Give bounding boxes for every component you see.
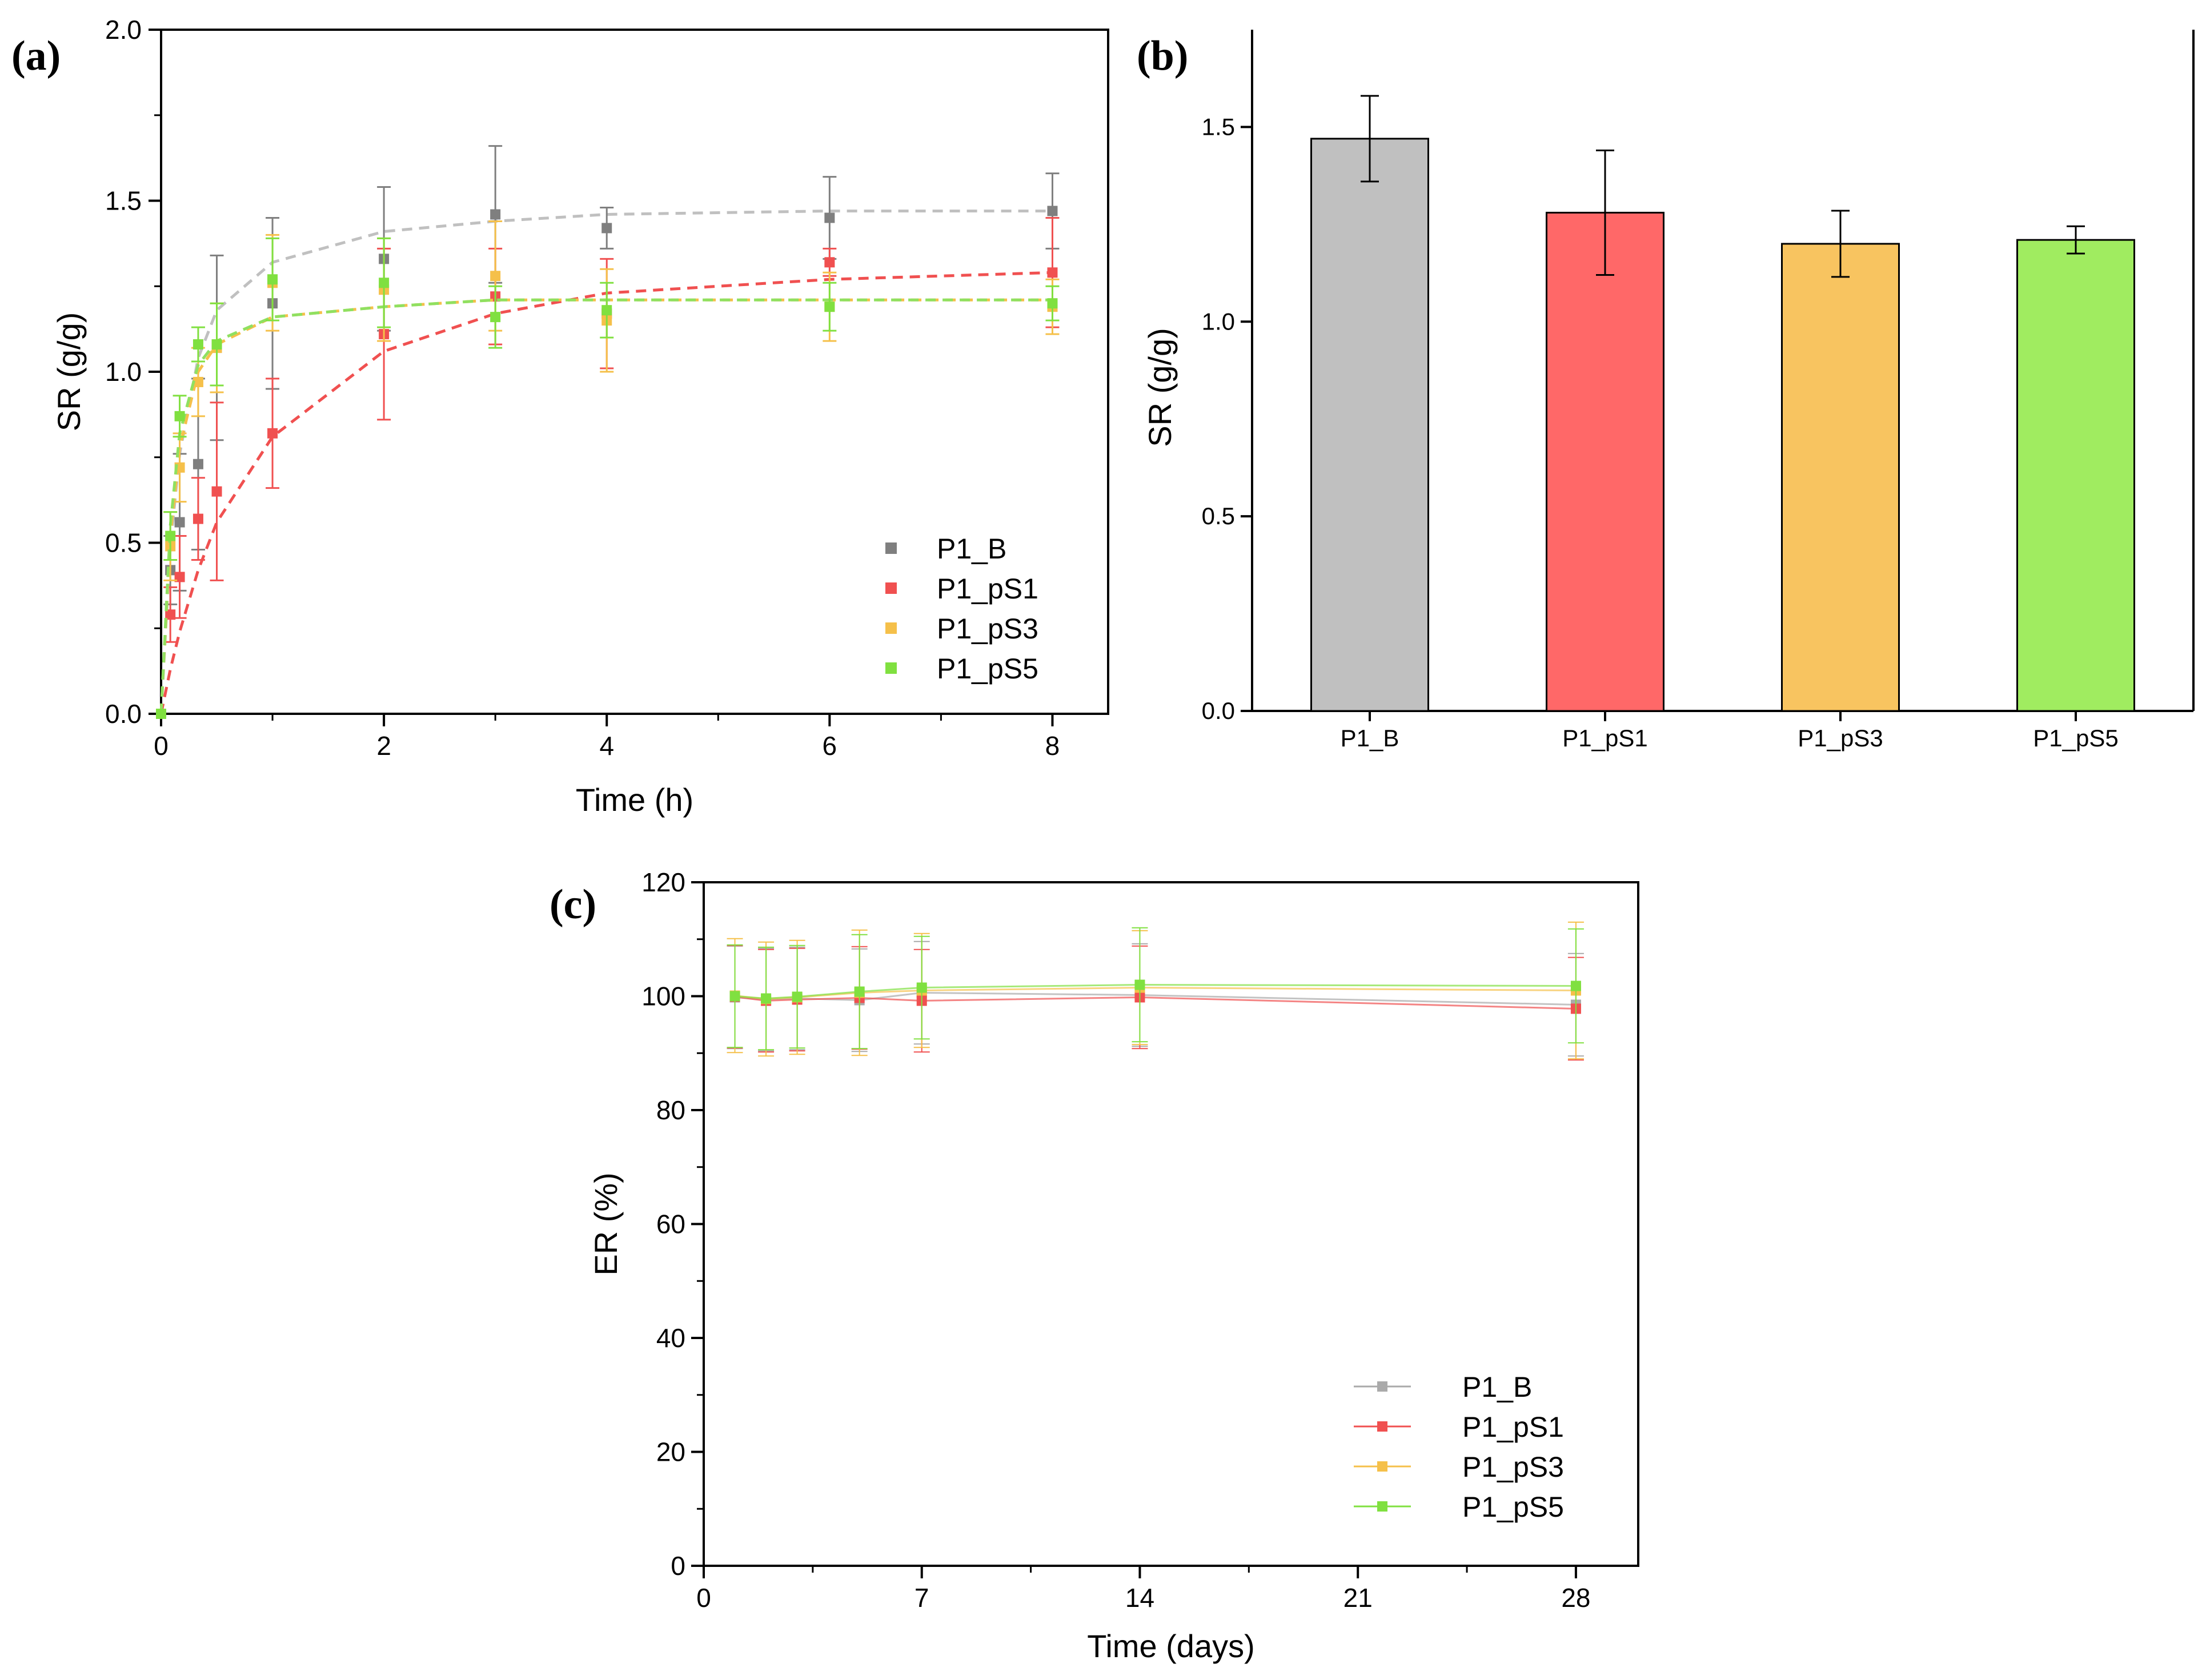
- x-tick-label: P1_pS5: [2033, 725, 2118, 751]
- panel-label: (a): [11, 33, 61, 79]
- data-point-P1_pS5: [165, 530, 176, 541]
- data-point-P1_pS5: [490, 312, 501, 323]
- legend-marker-P1_B: [1377, 1381, 1387, 1392]
- series-P1_B: [156, 145, 1060, 719]
- x-tick-label: 0: [696, 1583, 711, 1613]
- x-axis-title: Time (h): [576, 782, 693, 818]
- data-point-P1_pS5: [1570, 980, 1581, 991]
- legend-label: P1_pS3: [1462, 1451, 1564, 1483]
- legend-marker-P1_pS1: [1377, 1421, 1387, 1432]
- data-point-P1_pS3: [192, 376, 203, 387]
- y-tick-label: 120: [641, 867, 685, 897]
- y-tick-label: 1.5: [1202, 113, 1235, 140]
- data-point-P1_pS5: [1134, 979, 1145, 990]
- y-tick-label: 100: [641, 982, 685, 1011]
- x-tick-label: 6: [823, 731, 837, 761]
- legend-marker-P1_pS1: [885, 582, 897, 594]
- y-tick-label: 0.5: [1202, 503, 1235, 529]
- bar-P1_B: [1310, 138, 1429, 712]
- y-tick-label: 40: [656, 1323, 685, 1353]
- data-point-P1_pS5: [267, 274, 278, 285]
- data-point-P1_B: [1047, 206, 1058, 216]
- panel-label: (c): [550, 881, 596, 928]
- y-tick-label: 1.0: [105, 357, 142, 387]
- panel-label: (b): [1137, 33, 1188, 79]
- panel-a: (a) 0 2 4 6 8 0.0 0.5 1.0 1.5 2.0 Time (h) SR (g/g) P…: [11, 15, 1109, 818]
- data-point-P1_pS5: [824, 302, 835, 312]
- data-point-P1_pS5: [916, 982, 927, 993]
- legend-marker-P1_pS5: [1377, 1501, 1387, 1512]
- data-point-P1_pS5: [192, 339, 203, 350]
- data-point-P1_pS5: [156, 709, 166, 719]
- data-point-P1_pS5: [1047, 298, 1058, 309]
- legend-label: P1_B: [1462, 1371, 1532, 1403]
- data-point-P1_pS5: [211, 339, 222, 350]
- y-axis-title: ER (%): [588, 1172, 624, 1275]
- panel-b: (b) 0.0 0.5 1.0 1.5 SR (g/g) P1_B P1_pS1 P1_pS3 P…: [1137, 30, 2195, 751]
- legend-marker-P1_pS5: [885, 662, 897, 674]
- data-point-P1_B: [174, 517, 185, 528]
- x-tick-label: 2: [376, 731, 391, 761]
- x-axis-title: Time (days): [1087, 1628, 1255, 1664]
- y-tick-label: 1.0: [1202, 308, 1235, 335]
- data-point-P1_pS5: [174, 411, 185, 421]
- data-point-P1_pS1: [211, 486, 222, 497]
- y-tick-label: 0.0: [105, 699, 142, 729]
- data-point-P1_pS5: [854, 986, 865, 997]
- data-point-P1_B: [601, 223, 612, 234]
- series-P1_pS5: [727, 927, 1584, 1051]
- data-point-P1_pS5: [729, 991, 740, 1002]
- y-axis-title: SR (g/g): [1142, 328, 1178, 447]
- legend-marker-P1_pS3: [885, 622, 897, 634]
- y-tick-label: 1.5: [105, 186, 142, 216]
- legend-marker-P1_pS3: [1377, 1461, 1387, 1472]
- x-tick-label: 14: [1125, 1583, 1154, 1613]
- y-tick-label: 2.0: [105, 15, 142, 45]
- x-tick-label: 28: [1561, 1583, 1590, 1613]
- series-P1_pS5: [156, 237, 1060, 719]
- fit-curve-P1_pS1: [159, 271, 1053, 714]
- x-tick-label: P1_B: [1341, 725, 1399, 751]
- x-tick-label: 7: [915, 1583, 929, 1613]
- fit-curve-P1_pS3: [159, 298, 1053, 714]
- data-point-P1_pS5: [379, 278, 390, 288]
- legend-label: P1_pS3: [937, 613, 1038, 645]
- data-point-P1_B: [490, 209, 501, 220]
- data-point-P1_pS1: [1047, 267, 1058, 278]
- y-tick-label: 60: [656, 1209, 685, 1239]
- legend-label: P1_pS5: [1462, 1491, 1564, 1523]
- x-tick-label: P1_pS3: [1798, 725, 1883, 751]
- data-point-P1_pS5: [792, 991, 803, 1002]
- y-tick-label: 0.5: [105, 528, 142, 558]
- data-point-P1_B: [192, 459, 203, 469]
- plot-frame: [160, 29, 1109, 715]
- data-point-P1_pS1: [192, 513, 203, 524]
- data-point-P1_pS5: [601, 305, 612, 316]
- bar-P1_pS5: [2016, 239, 2135, 712]
- legend-marker-P1_B: [885, 542, 897, 554]
- x-tick-label: 21: [1343, 1583, 1373, 1613]
- y-tick-label: 0.0: [1202, 697, 1235, 724]
- legend-label: P1_pS1: [1462, 1411, 1564, 1443]
- y-axis-title: SR (g/g): [51, 312, 87, 432]
- data-point-P1_pS1: [824, 257, 835, 268]
- y-tick-label: 20: [656, 1437, 685, 1467]
- x-tick-label: P1_pS1: [1562, 725, 1647, 751]
- data-point-P1_pS3: [490, 271, 501, 282]
- x-tick-label: 4: [599, 731, 614, 761]
- bar-P1_pS1: [1546, 211, 1664, 712]
- bar-P1_pS3: [1781, 243, 1900, 712]
- data-point-P1_pS5: [761, 993, 772, 1004]
- legend-label: P1_B: [937, 533, 1006, 565]
- y-tick-label: 80: [656, 1095, 685, 1125]
- x-tick-label: 0: [154, 731, 169, 761]
- y-tick-label: 0: [671, 1551, 685, 1581]
- legend-label: P1_pS5: [937, 653, 1038, 685]
- legend-label: P1_pS1: [937, 573, 1038, 605]
- x-tick-label: 8: [1045, 731, 1060, 761]
- panel-c: (c) 0 7 14 21 28 0 20 40 60 80 100 120 Time (days) ER …: [550, 867, 1639, 1664]
- data-point-P1_B: [824, 212, 835, 223]
- data-point-P1_pS1: [267, 428, 278, 439]
